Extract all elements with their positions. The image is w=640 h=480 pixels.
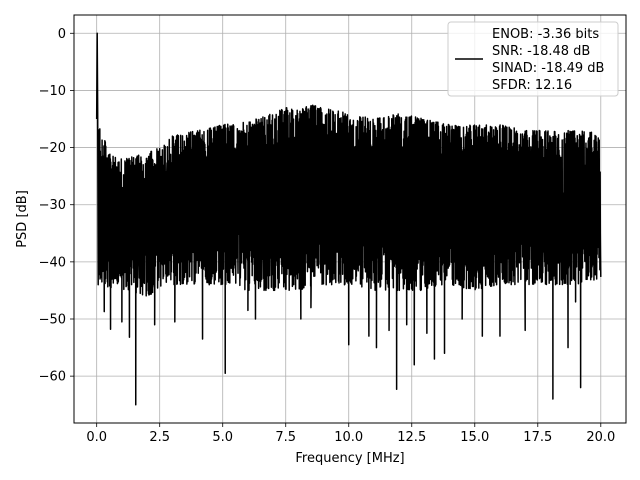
x-tick-label: 12.5 bbox=[397, 430, 426, 445]
y-tick-label: −20 bbox=[39, 141, 66, 156]
x-tick-label: 10.0 bbox=[334, 430, 363, 445]
x-tick-label: 5.0 bbox=[212, 430, 233, 445]
y-tick-label: −50 bbox=[39, 313, 66, 328]
legend-entry-sinad: SINAD: -18.49 dB bbox=[492, 61, 604, 76]
x-tick-label: 2.5 bbox=[149, 430, 170, 445]
legend: ENOB: -3.36 bits SNR: -18.48 dB SINAD: -… bbox=[447, 21, 619, 97]
y-tick-label: −40 bbox=[39, 255, 66, 270]
x-tick-label: 15.0 bbox=[460, 430, 489, 445]
legend-entry-snr: SNR: -18.48 dB bbox=[492, 44, 590, 59]
y-tick-label: 0 bbox=[58, 27, 66, 42]
y-tick-label: −10 bbox=[39, 84, 66, 99]
plot-frame bbox=[73, 14, 627, 424]
y-tick-label: −30 bbox=[39, 198, 66, 213]
y-tick-label: −60 bbox=[39, 370, 66, 385]
y-axis-label: PSD [dB] bbox=[15, 190, 30, 248]
x-tick-label: 7.5 bbox=[275, 430, 296, 445]
tick-layer: 0.0 2.5 5.0 7.5 10.0 12.5 15.0 17.5 20.0 0 −10 −20 −… bbox=[39, 27, 616, 445]
legend-entry-enob: ENOB: -3.36 bits bbox=[492, 27, 599, 42]
legend-entry-sfdr: SFDR: 12.16 bbox=[492, 78, 572, 93]
x-axis-label: Frequency [MHz] bbox=[295, 451, 404, 466]
psd-series-line bbox=[95, 32, 602, 406]
legend-box bbox=[447, 21, 619, 97]
series-layer bbox=[95, 32, 602, 406]
x-tick-label: 0.0 bbox=[86, 430, 107, 445]
x-tick-label: 20.0 bbox=[586, 430, 615, 445]
x-tick-label: 17.5 bbox=[523, 430, 552, 445]
